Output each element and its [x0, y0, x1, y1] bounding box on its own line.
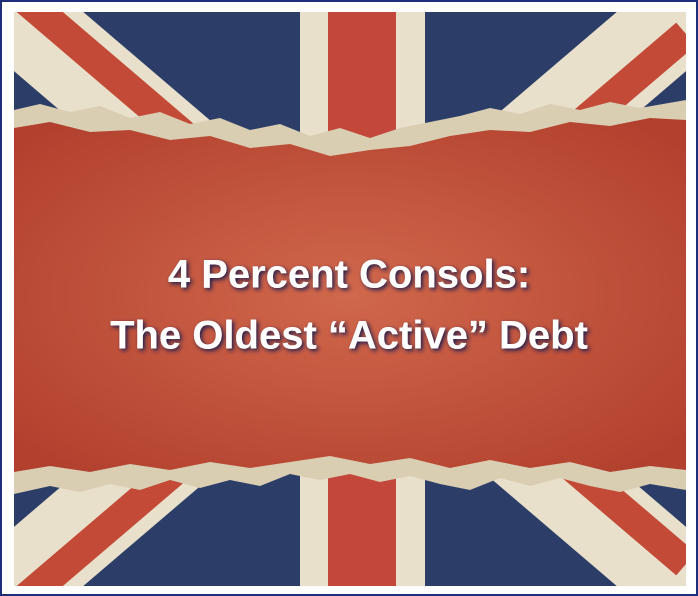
title-line-2: The Oldest “Active” Debt — [110, 314, 588, 358]
flag-image — [14, 12, 686, 586]
title-line-1: 4 Percent Consols: — [168, 253, 530, 297]
